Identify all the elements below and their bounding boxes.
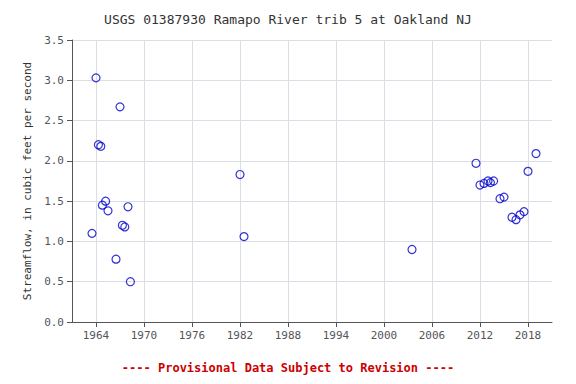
svg-text:1982: 1982 <box>227 329 254 342</box>
svg-text:3.5: 3.5 <box>44 34 64 47</box>
svg-text:1976: 1976 <box>179 329 206 342</box>
svg-text:1970: 1970 <box>131 329 158 342</box>
svg-text:2018: 2018 <box>515 329 542 342</box>
svg-text:1964: 1964 <box>83 329 110 342</box>
svg-text:1.0: 1.0 <box>44 235 64 248</box>
svg-text:2.0: 2.0 <box>44 154 64 167</box>
svg-text:2012: 2012 <box>467 329 494 342</box>
svg-text:2000: 2000 <box>371 329 398 342</box>
svg-text:1994: 1994 <box>323 329 350 342</box>
svg-text:0.5: 0.5 <box>44 275 64 288</box>
svg-text:USGS 01387930 Ramapo River tri: USGS 01387930 Ramapo River trib 5 at Oak… <box>104 12 472 27</box>
svg-text:2006: 2006 <box>419 329 446 342</box>
svg-text:3.0: 3.0 <box>44 74 64 87</box>
svg-text:1988: 1988 <box>275 329 302 342</box>
svg-text:0.0: 0.0 <box>44 316 64 329</box>
svg-text:---- Provisional Data Subject: ---- Provisional Data Subject to Revisio… <box>122 361 454 375</box>
svg-text:Streamflow, in cubic feet per: Streamflow, in cubic feet per second <box>21 62 34 300</box>
svg-text:1.5: 1.5 <box>44 195 64 208</box>
svg-text:2.5: 2.5 <box>44 114 64 127</box>
